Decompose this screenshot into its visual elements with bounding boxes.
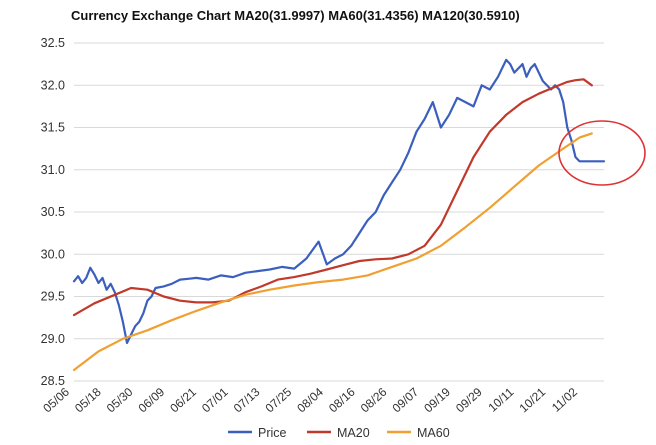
y-tick-label: 30.5 [41, 205, 65, 219]
y-tick-label: 29.0 [41, 332, 65, 346]
legend-item-ma20[interactable]: MA20 [307, 426, 370, 440]
series-line-ma20 [72, 78, 593, 317]
legend-item-price[interactable]: Price [228, 426, 287, 440]
highlight-circle-annotation [558, 120, 646, 186]
legend-item-ma60[interactable]: MA60 [387, 426, 450, 440]
y-tick-label: 32.0 [41, 78, 65, 92]
legend[interactable]: Price MA20 MA60 [228, 426, 450, 440]
y-tick-label: 30.0 [41, 247, 65, 261]
legend-label: MA60 [417, 426, 450, 440]
chart-title: Currency Exchange Chart MA20(31.9997) MA… [71, 8, 520, 23]
series-line-ma60 [72, 132, 593, 372]
y-tick-label: 31.0 [41, 163, 65, 177]
y-tick-label: 28.5 [41, 374, 65, 388]
series-lines [72, 58, 606, 372]
legend-label: MA20 [337, 426, 370, 440]
y-axis-tick-labels: 28.5 29.0 29.5 30.0 30.5 31.0 31.5 32.0 32.5 [41, 36, 65, 388]
y-tick-label: 29.5 [41, 290, 65, 304]
legend-label: Price [258, 426, 287, 440]
y-tick-label: 32.5 [41, 36, 65, 50]
y-tick-label: 31.5 [41, 121, 65, 135]
